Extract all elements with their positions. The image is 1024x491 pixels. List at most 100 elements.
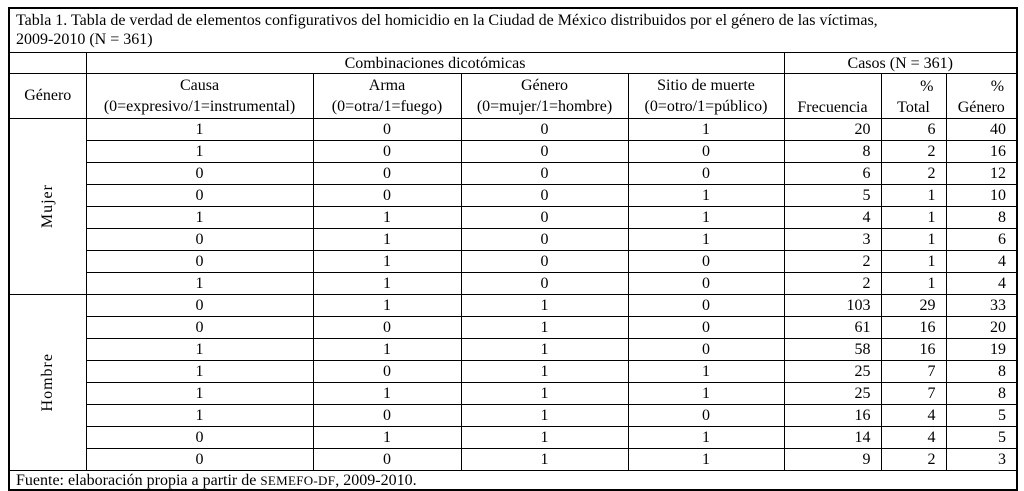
header-sitio-coding: (0=otro/1=público) [644, 98, 768, 115]
truth-table-document: Tabla 1. Tabla de verdad de elementos co… [8, 7, 1019, 491]
cell-pct-total: 1 [880, 228, 947, 251]
table-title-row: Tabla 1. Tabla de verdad de elementos co… [8, 7, 1018, 53]
cell-frecuencia: 16 [783, 404, 882, 427]
cell-arma: 1 [312, 272, 462, 295]
header-arma-coding: (0=otra/1=fuego) [331, 98, 443, 115]
cell-arma: 1 [312, 382, 462, 405]
cell-sitio-muerte: 1 [627, 184, 785, 207]
source-name: SEMEFO-DF [260, 472, 336, 488]
cell-pct-genero: 16 [945, 140, 1018, 163]
cell-genero-victima: 0 [460, 118, 629, 141]
cell-arma: 0 [312, 140, 462, 163]
cell-causa: 1 [85, 382, 314, 405]
table-row: 1 1 1 1 25 7 8 [9, 382, 1018, 405]
cell-frecuencia: 58 [783, 338, 882, 361]
header-pct-total-sign: % [920, 78, 934, 95]
cell-arma: 1 [312, 250, 462, 273]
cell-pct-total: 4 [880, 426, 947, 449]
cell-genero-victima: 0 [460, 184, 629, 207]
cell-sitio-muerte: 0 [627, 140, 785, 163]
cell-arma: 0 [312, 404, 462, 427]
cell-pct-genero: 4 [945, 272, 1018, 295]
header-causa-name: Causa [179, 77, 220, 94]
cell-pct-total: 1 [880, 206, 947, 229]
header-genero-victima-coding: (0=mujer/1=hombre) [476, 98, 613, 115]
cell-pct-total: 7 [880, 382, 947, 405]
cell-arma: 0 [312, 184, 462, 207]
header-genero: Género [8, 73, 87, 119]
cell-sitio-muerte: 1 [627, 360, 785, 383]
cell-frecuencia: 9 [783, 448, 882, 471]
cell-genero-victima: 0 [460, 272, 629, 295]
cell-genero-victima: 1 [460, 316, 629, 339]
source-text-prefix: Fuente: elaboración propia a partir de [16, 471, 261, 489]
cell-pct-genero: 8 [945, 360, 1018, 383]
cell-sitio-muerte: 1 [627, 228, 785, 251]
cell-causa: 0 [85, 294, 314, 317]
table-row: Mujer 1 0 0 1 20 6 40 [8, 118, 1018, 295]
header-frecuencia: Frecuencia [783, 73, 882, 119]
header-sitio-name: Sitio de muerte [657, 77, 755, 94]
cell-sitio-muerte: 1 [627, 382, 785, 405]
header-sitio: Sitio de muerte (0=otro/1=público) [627, 73, 785, 119]
table-row: Hombre 0 1 1 0 103 29 33 [8, 294, 1018, 471]
cell-frecuencia: 14 [783, 426, 882, 449]
cell-pct-total: 4 [880, 404, 947, 427]
cell-pct-genero: 3 [945, 448, 1018, 471]
cell-sitio-muerte: 0 [627, 294, 785, 317]
cell-arma: 0 [312, 448, 462, 471]
cell-pct-total: 1 [880, 272, 947, 295]
cell-arma: 1 [312, 228, 462, 251]
cell-sitio-muerte: 0 [627, 338, 785, 361]
header-empty-cell [8, 52, 87, 74]
cell-pct-genero: 8 [945, 206, 1018, 229]
cell-pct-total: 29 [880, 294, 947, 317]
header-pct-genero-sign: % [990, 78, 1005, 95]
cell-frecuencia: 25 [783, 382, 882, 405]
cell-pct-total: 2 [880, 162, 947, 185]
header-arma-name: Arma [368, 77, 406, 94]
cell-pct-total: 7 [880, 360, 947, 383]
cell-genero-victima: 0 [460, 140, 629, 163]
table-row: 0 1 1 1 14 4 5 [9, 426, 1018, 449]
cell-frecuencia: 6 [783, 162, 882, 185]
cell-frecuencia: 103 [783, 294, 882, 317]
cell-sitio-muerte: 1 [627, 448, 785, 471]
cell-causa: 1 [85, 118, 314, 141]
cell-pct-genero: 33 [945, 294, 1018, 317]
cell-causa: 1 [85, 338, 314, 361]
cell-genero-victima: 0 [460, 228, 629, 251]
cell-genero-victima: 0 [460, 162, 629, 185]
table-source-cell: Fuente: elaboración propia a partir de S… [8, 470, 1018, 491]
table-row: 1 1 1 0 58 16 19 [9, 338, 1018, 361]
cell-genero-victima: 1 [460, 448, 629, 471]
table-row: 0 0 1 0 61 16 20 [9, 316, 1018, 339]
cell-causa: 0 [85, 162, 314, 185]
header-pct-total-label: Total [897, 99, 930, 116]
cell-pct-total: 2 [880, 140, 947, 163]
cell-genero-victima: 0 [460, 206, 629, 229]
cell-arma: 1 [312, 338, 462, 361]
header-genero-victima-name: Género [520, 77, 569, 94]
cell-pct-total: 16 [880, 316, 947, 339]
cell-pct-total: 1 [880, 250, 947, 273]
cell-pct-total: 2 [880, 448, 947, 471]
header-group-row: Combinaciones dicotómicas Casos (N = 361… [8, 52, 1018, 74]
cell-frecuencia: 8 [783, 140, 882, 163]
header-genero-victima: Género (0=mujer/1=hombre) [460, 73, 629, 119]
cell-pct-genero: 12 [945, 162, 1018, 185]
cell-causa: 0 [85, 426, 314, 449]
table-footer-row: Fuente: elaboración propia a partir de S… [8, 470, 1018, 491]
table-title-line1: Tabla 1. Tabla de verdad de elementos co… [16, 12, 878, 29]
cell-pct-genero: 8 [945, 382, 1018, 405]
cell-pct-genero: 5 [945, 426, 1018, 449]
cell-sitio-muerte: 0 [627, 162, 785, 185]
gender-section-label: Mujer [38, 184, 56, 229]
cell-frecuencia: 2 [783, 272, 882, 295]
cell-frecuencia: 4 [783, 206, 882, 229]
truth-table: Tabla 1. Tabla de verdad de elementos co… [8, 7, 1019, 491]
